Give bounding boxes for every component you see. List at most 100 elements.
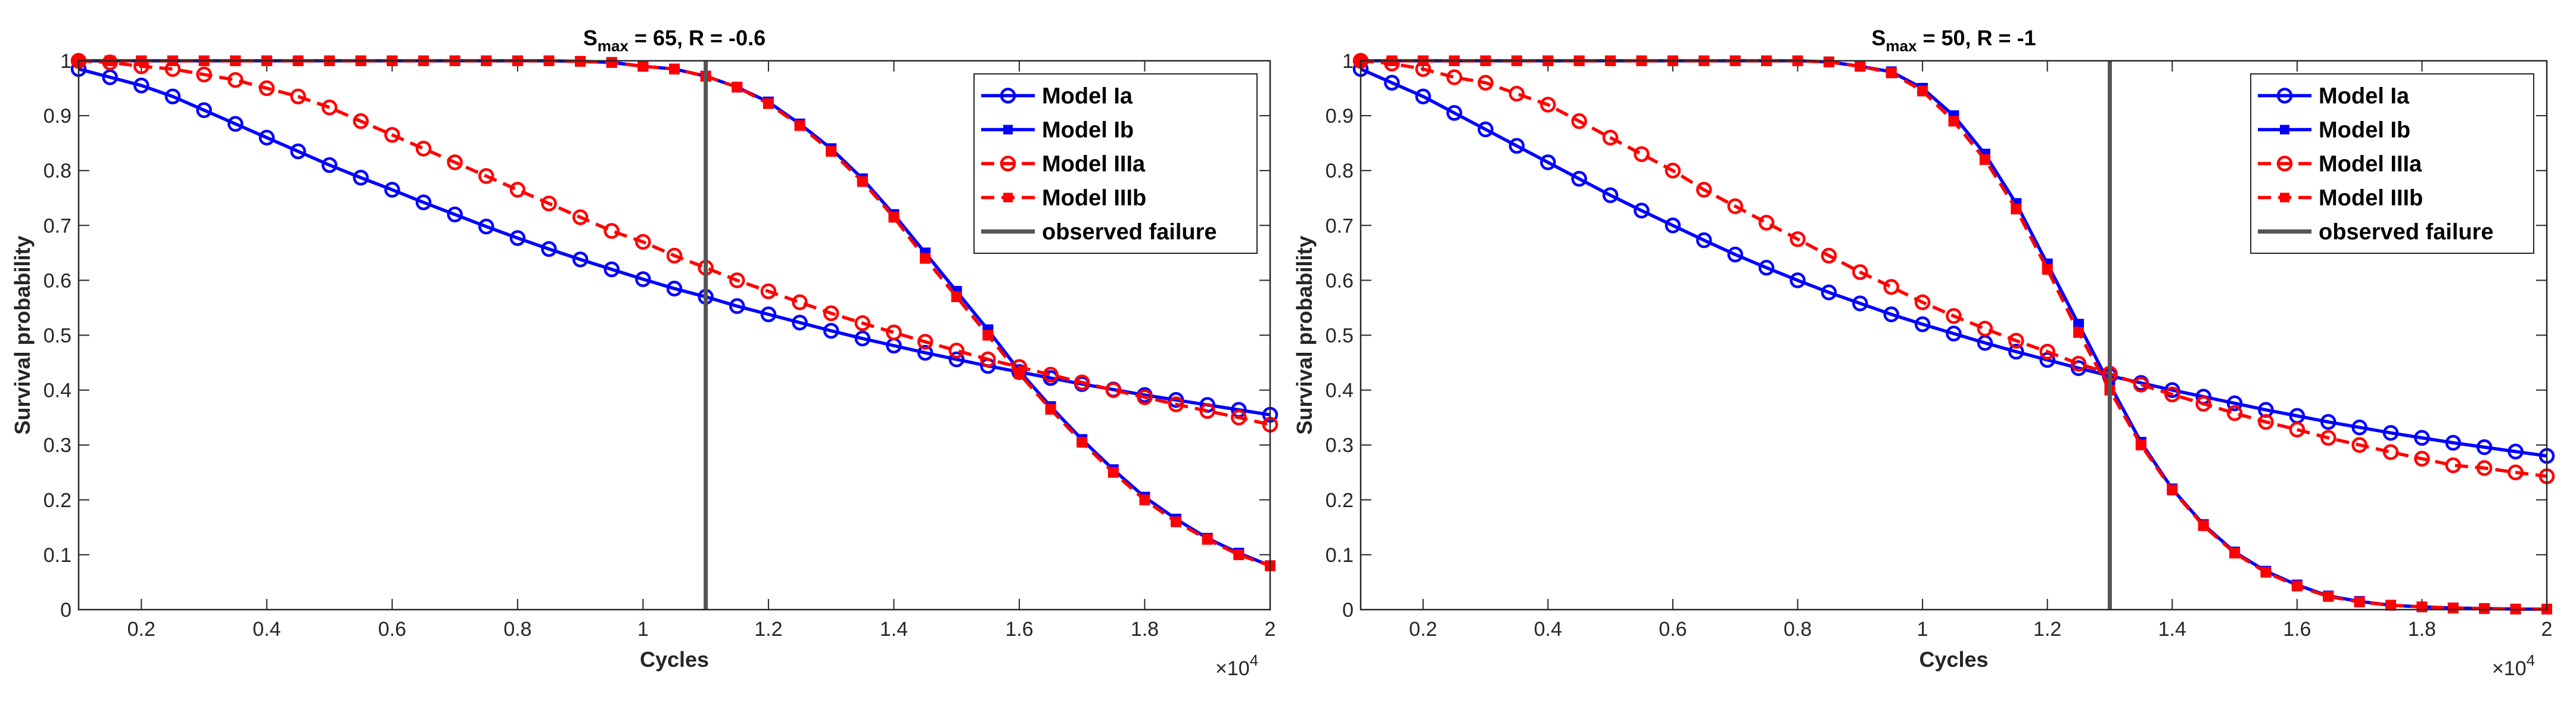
marker (2226, 405, 2243, 421)
marker (2476, 439, 2493, 455)
y-tick-label: 0.6 (43, 269, 71, 292)
series-line (78, 59, 1271, 427)
x-tick-label: 1.2 (754, 618, 782, 641)
marker (760, 306, 777, 322)
marker (1665, 162, 1681, 179)
x-tick-label: 1 (637, 618, 649, 641)
marker (2198, 520, 2209, 532)
marker (2507, 443, 2524, 460)
marker (2320, 430, 2337, 446)
y-tick-label: 0.6 (1326, 269, 1354, 292)
marker (1852, 264, 1868, 280)
marker (2445, 434, 2462, 451)
marker (2042, 263, 2053, 275)
y-tick-label: 0.8 (43, 160, 71, 182)
x-tick-label: 0.2 (1409, 618, 1437, 641)
x-exponent: ×104 (1215, 651, 1258, 680)
marker (1384, 74, 1400, 91)
marker (2011, 203, 2022, 215)
marker (2320, 414, 2337, 430)
legend: Model Ia Model Ib Model IIIa Model IIIb obse… (973, 73, 1258, 254)
marker (980, 351, 996, 368)
marker (792, 294, 808, 310)
marker (603, 223, 620, 239)
legend-label: Model IIIb (2319, 186, 2423, 211)
y-tick-label: 0.5 (1326, 325, 1354, 347)
marker (1199, 403, 1215, 419)
marker (290, 88, 306, 105)
marker (1790, 231, 1806, 247)
x-tick-label: 2 (1265, 618, 1276, 641)
x-tick-label: 1.2 (2033, 618, 2061, 641)
marker (2164, 386, 2180, 403)
marker (541, 241, 557, 257)
marker (1171, 516, 1182, 527)
marker (259, 129, 275, 146)
marker (854, 315, 871, 331)
marker (1696, 232, 1712, 249)
marker (1077, 437, 1088, 448)
x-exponent-base: ×10 (2492, 657, 2527, 680)
marker (2008, 343, 2024, 360)
marker (637, 61, 649, 72)
marker (1790, 272, 1806, 288)
marker (2039, 343, 2055, 360)
marker (196, 102, 212, 119)
x-tick-label: 0.6 (1659, 618, 1687, 641)
marker (1446, 69, 1463, 85)
y-tick-label: 0.2 (43, 489, 71, 512)
marker (1231, 409, 1247, 425)
marker (2445, 457, 2462, 474)
y-tick-label: 0.4 (43, 380, 71, 402)
marker (2226, 395, 2243, 411)
marker (1107, 467, 1119, 478)
marker (2382, 425, 2399, 441)
axes-frame (1359, 60, 2548, 611)
marker (2414, 451, 2430, 467)
marker (1758, 259, 1775, 276)
marker (666, 247, 683, 264)
marker (917, 344, 934, 361)
marker (2258, 414, 2274, 430)
marker (886, 324, 902, 341)
marker (669, 63, 680, 74)
marker (635, 271, 651, 287)
marker (2133, 377, 2149, 393)
marker (1634, 146, 1650, 162)
marker (384, 182, 400, 198)
marker (353, 169, 369, 186)
marker (1571, 170, 1588, 187)
marker (635, 234, 651, 250)
legend-marker (1000, 156, 1016, 172)
y-tick-label: 0.8 (1326, 160, 1354, 182)
marker (1634, 203, 1650, 219)
y-tick-label: 0 (60, 599, 71, 622)
marker (259, 80, 275, 97)
marker (1043, 366, 1059, 383)
marker (732, 82, 743, 93)
marker (1571, 113, 1588, 129)
marker (2167, 484, 2178, 496)
marker (2351, 437, 2367, 453)
x-exponent-power: 4 (1250, 651, 1258, 669)
marker (1727, 198, 1743, 215)
panel: 0.2 0.4 0.6 0.8 1 1.2 1.4 1.6 1.8 2 0 0.1 0.2 0.3 0.4 0… (1292, 26, 2555, 680)
marker (1821, 284, 1837, 300)
title-main: S (583, 26, 598, 50)
marker (321, 157, 338, 173)
marker (794, 120, 805, 131)
marker (826, 145, 837, 157)
series-line (1360, 59, 2547, 478)
marker (1758, 215, 1775, 231)
y-tick-label: 0.2 (1326, 489, 1354, 512)
marker (1696, 182, 1712, 198)
x-tick-label: 1.6 (2283, 618, 2311, 641)
legend: Model Ia Model Ib Model IIIa Model IIIb obse… (2250, 73, 2534, 254)
x-tick-label: 1.8 (2408, 618, 2436, 641)
marker (1168, 396, 1184, 412)
x-exponent-base: ×10 (1215, 657, 1250, 680)
marker (666, 280, 683, 297)
marker (760, 283, 777, 300)
marker (478, 168, 494, 184)
marker (857, 176, 868, 187)
